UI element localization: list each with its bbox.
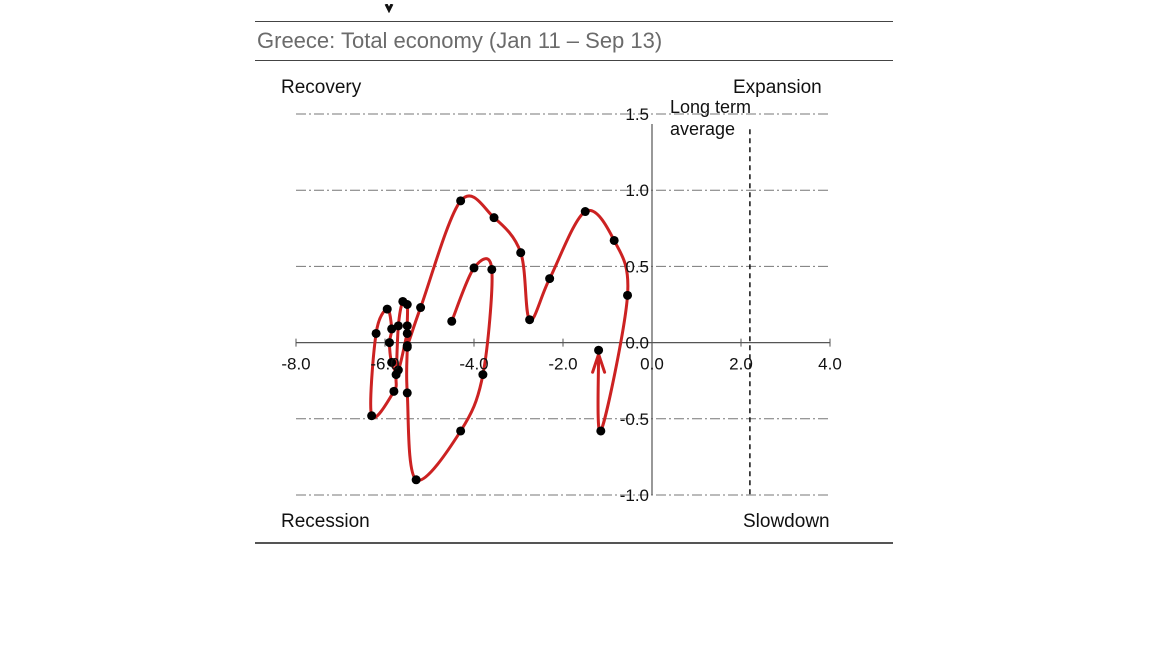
top-rule — [255, 21, 893, 22]
x-tick-label-2: -4.0 — [459, 355, 488, 374]
data-point-30 — [609, 235, 619, 245]
y-tick-label-1: -0.5 — [620, 410, 649, 429]
data-point-27 — [525, 315, 535, 325]
data-point-23 — [416, 303, 426, 313]
bottom-rule — [255, 542, 893, 544]
data-point-24 — [456, 196, 466, 206]
data-point-32 — [596, 426, 606, 436]
data-point-21 — [402, 328, 412, 338]
grid-lines — [296, 113, 830, 496]
data-point-1 — [469, 263, 479, 273]
x-tick-labels: -8.0 -6.0 -4.0 -2.0 0.0 2.0 4.0 — [281, 355, 841, 374]
data-point-14 — [367, 411, 377, 421]
data-point-26 — [516, 248, 526, 258]
data-point-10 — [398, 296, 408, 306]
data-point-29 — [580, 207, 590, 217]
data-point-8 — [402, 321, 412, 331]
data-point-3 — [478, 370, 488, 380]
y-tick-label-5: 1.5 — [625, 105, 649, 124]
data-point-28 — [545, 274, 555, 284]
data-point-22 — [402, 341, 412, 351]
long-term-average-line1: Long term — [670, 97, 752, 117]
data-point-25 — [489, 213, 499, 223]
x-tick-label-1: -6.0 — [370, 355, 399, 374]
quadrant-label-recovery: Recovery — [281, 77, 362, 98]
quadrant-label-expansion: Expansion — [733, 77, 822, 98]
data-point-18 — [384, 338, 394, 348]
data-point-6 — [402, 388, 412, 398]
y-tick-label-4: 1.0 — [625, 181, 649, 200]
series-line — [369, 194, 630, 482]
data-curve — [369, 194, 630, 482]
x-tick-label-3: -2.0 — [548, 355, 577, 374]
data-point-13 — [389, 386, 399, 396]
y-tick-label-3: 0.5 — [625, 257, 649, 276]
cropped-heading-fragment — [383, 0, 395, 14]
data-point-15 — [371, 328, 381, 338]
x-tick-label-0: -8.0 — [281, 355, 310, 374]
data-point-0 — [447, 316, 457, 326]
data-point-33 — [594, 345, 604, 355]
data-point-16 — [382, 304, 392, 314]
data-markers — [367, 196, 633, 485]
data-point-2 — [487, 264, 497, 274]
data-point-17 — [387, 324, 397, 334]
y-tick-label-0: -1.0 — [620, 486, 649, 505]
x-tick-label-6: 4.0 — [818, 355, 842, 374]
data-point-31 — [623, 290, 633, 300]
data-point-19 — [387, 357, 397, 367]
data-point-4 — [456, 426, 466, 436]
data-point-5 — [411, 475, 421, 485]
x-tick-label-4: 0.0 — [640, 355, 664, 374]
chart-subtitle: Greece: Total economy (Jan 11 – Sep 13) — [257, 28, 663, 53]
long-term-average-line2: average — [670, 119, 736, 139]
quadrant-label-slowdown: Slowdown — [743, 511, 830, 532]
x-tick-label-5: 2.0 — [729, 355, 753, 374]
long-term-average-label: Long term average — [670, 96, 751, 140]
subtitle-rule — [255, 60, 893, 61]
y-tick-label-2: 0.0 — [625, 334, 649, 353]
quadrant-label-recession: Recession — [281, 511, 370, 532]
data-point-20 — [393, 365, 403, 375]
y-tick-labels: -1.0 -0.5 0.0 0.5 1.0 1.5 — [620, 105, 649, 505]
